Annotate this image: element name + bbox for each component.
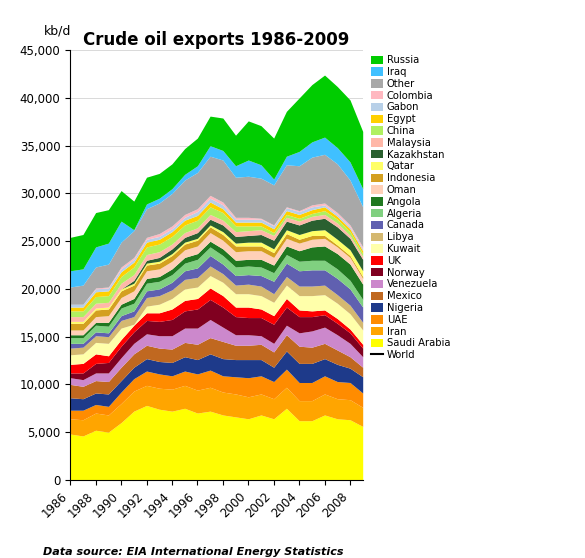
Title: Crude oil exports 1986-2009: Crude oil exports 1986-2009 — [83, 31, 350, 49]
Text: kb/d: kb/d — [44, 25, 71, 37]
Text: Data source: EIA International Energy Statistics: Data source: EIA International Energy St… — [43, 547, 343, 557]
Legend: Russia, Iraq, Other, Colombia, Gabon, Egypt, China, Malaysia, Kazakhstan, Qatar,: Russia, Iraq, Other, Colombia, Gabon, Eg… — [371, 55, 450, 360]
